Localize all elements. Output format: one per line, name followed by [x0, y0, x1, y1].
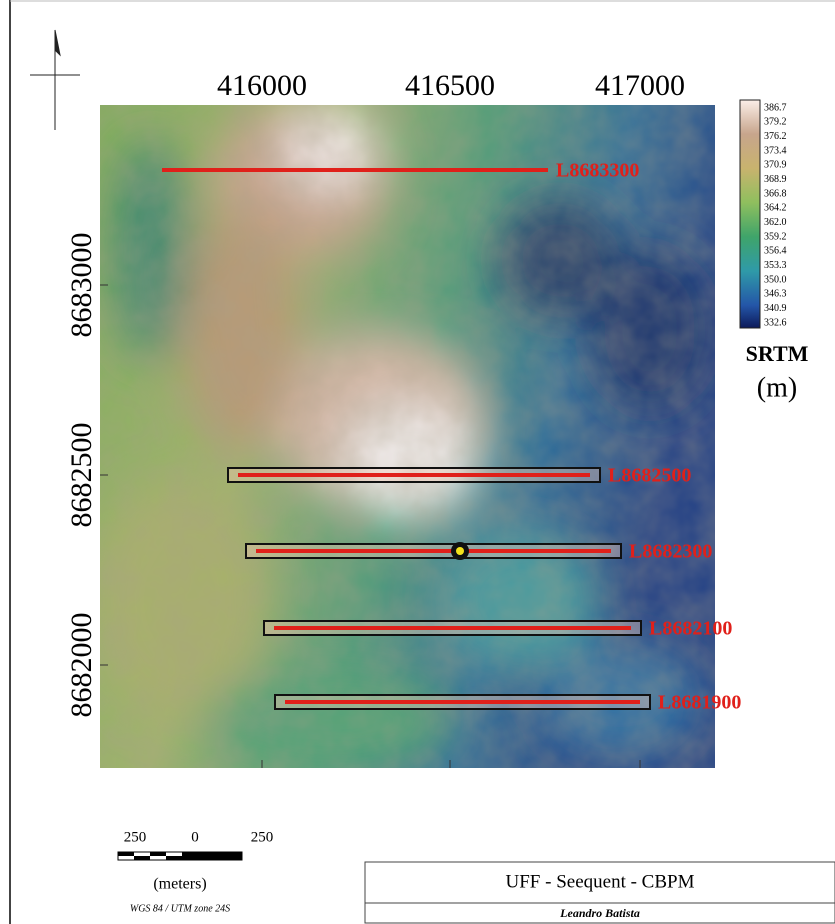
scale-label: 250	[124, 829, 147, 845]
colorbar-label: 353.3	[764, 260, 787, 271]
scale-bar	[118, 852, 242, 860]
colorbar-label: 340.9	[764, 303, 787, 314]
x-axis-label: 416000	[217, 69, 307, 102]
colorbar-label: 368.9	[764, 174, 787, 185]
title-block-title: UFF - Seequent - CBPM	[506, 871, 695, 892]
y-axis-label: 8682500	[65, 423, 98, 528]
colorbar-label: 359.2	[764, 231, 787, 242]
scale-bar-seg	[166, 856, 182, 860]
scale-unit: (meters)	[153, 876, 206, 893]
colorbar	[740, 100, 760, 328]
scale-bar-seg	[150, 852, 166, 856]
scale-label: 0	[191, 829, 199, 845]
colorbar-label: 366.8	[764, 188, 787, 199]
survey-line-label: L8682100	[649, 618, 732, 640]
colorbar-unit: (m)	[757, 372, 797, 403]
terrain-texture	[100, 105, 715, 768]
north-arrow	[30, 30, 80, 130]
north-arrow-head	[55, 30, 60, 55]
colorbar-label: 370.9	[764, 160, 787, 171]
colorbar-label: 362.0	[764, 217, 787, 228]
colorbar-label: 356.4	[764, 246, 787, 257]
y-axis-label: 8682000	[65, 613, 98, 718]
colorbar-label: 346.3	[764, 289, 787, 300]
survey-line-label: L8681900	[658, 692, 741, 714]
map-sheet: SRTM (m) 250 0 250 (meters) WGS 84 / UTM…	[0, 0, 835, 924]
survey-line-label: L8682500	[608, 465, 691, 487]
x-axis-label: 416500	[405, 69, 495, 102]
colorbar-label: 386.7	[764, 102, 787, 113]
title-block-author: Leandro Batista	[559, 906, 640, 920]
scale-label: 250	[251, 829, 274, 845]
survey-line-label: L8682300	[629, 541, 712, 563]
projection: WGS 84 / UTM zone 24S	[130, 903, 230, 914]
colorbar-label: 376.2	[764, 131, 787, 142]
scale-bar-seg	[134, 856, 150, 860]
colorbar-label: 379.2	[764, 117, 787, 128]
station-marker-core	[456, 547, 464, 555]
colorbar-label: 373.4	[764, 145, 787, 156]
colorbar-label: 350.0	[764, 274, 787, 285]
colorbar-title: SRTM	[746, 341, 809, 366]
colorbar-label: 332.6	[764, 317, 787, 328]
page: {"map":{"x_axis_labels":["416000","41650…	[0, 0, 835, 924]
terrain	[90, 100, 715, 770]
body: SRTM (m) 250 0 250 (meters) WGS 84 / UTM…	[0, 0, 835, 924]
survey-line-label: L8683300	[556, 160, 639, 182]
y-axis-label: 8683000	[65, 233, 98, 338]
colorbar-label: 364.2	[764, 203, 787, 214]
scale-bar-seg	[118, 852, 134, 856]
scale-bar-seg	[182, 852, 242, 860]
x-axis-label: 417000	[595, 69, 685, 102]
